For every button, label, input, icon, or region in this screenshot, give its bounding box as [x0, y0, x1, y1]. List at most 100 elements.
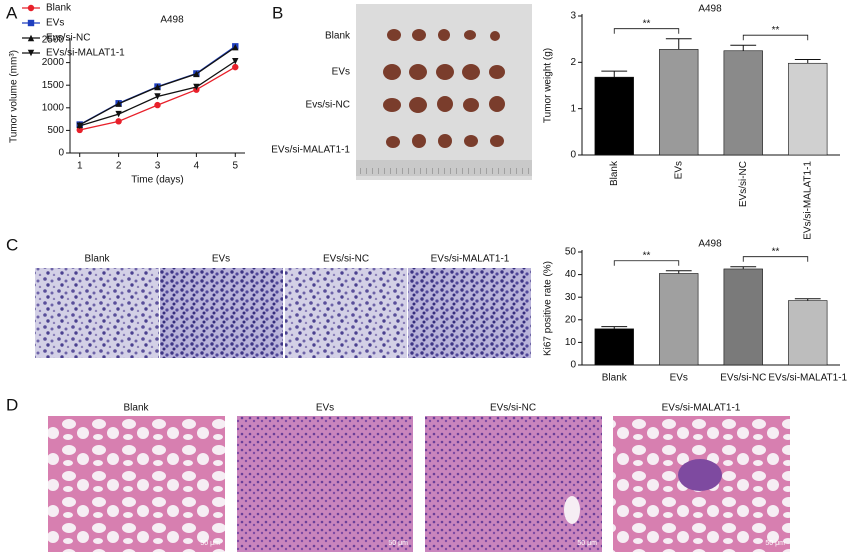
x-tick-label: EVs/si-MALAT1-1 [768, 373, 847, 384]
y-tick-label: 10 [565, 337, 577, 348]
ihc-label: EVs/si-NC [323, 254, 369, 265]
ihc-label: Blank [84, 254, 110, 265]
he-vessel [564, 496, 580, 524]
he-label: EVs/si-NC [490, 403, 536, 414]
panel-letter: C [6, 235, 18, 254]
point [154, 93, 161, 100]
bar [659, 49, 699, 156]
y-tick-label: 2000 [42, 57, 65, 68]
x-tick-label: Blank [602, 373, 628, 384]
y-tick-label: 2500 [42, 35, 65, 46]
bar [788, 62, 828, 156]
x-tick-label: Blank [609, 160, 620, 186]
chart-title: A498 [698, 4, 722, 15]
y-tick-label: 1500 [42, 80, 65, 91]
x-tick-label: EVs [670, 373, 688, 384]
y-tick-label: 1000 [42, 102, 65, 113]
x-tick-label: 3 [155, 161, 161, 172]
point [232, 44, 239, 51]
point [76, 122, 83, 130]
y-tick-label: 50 [565, 247, 577, 258]
bar [594, 328, 634, 366]
ihc-image [160, 268, 283, 358]
point [115, 118, 122, 125]
significance-bracket [742, 34, 809, 41]
y-tick-label: 500 [47, 125, 64, 136]
bar [594, 76, 634, 156]
bar [723, 50, 763, 156]
photo-label: EVs/si-MALAT1-1 [271, 145, 350, 156]
y-tick-label: 1 [570, 103, 576, 114]
ihc-image [35, 268, 159, 358]
x-tick-label: 2 [116, 161, 122, 172]
point [154, 83, 161, 91]
point [232, 63, 239, 71]
point [154, 101, 161, 109]
point [27, 4, 35, 12]
x-tick-label: 4 [194, 161, 200, 172]
point [27, 34, 35, 42]
significance-bracket [613, 260, 680, 266]
legend-label: Blank [46, 3, 72, 14]
chart-title: A498 [160, 15, 184, 26]
panel-letter: D [6, 395, 18, 414]
he-label: EVs/si-MALAT1-1 [662, 403, 741, 414]
legend-label: Evs/si-NC [46, 33, 90, 44]
scale-bar-label: 50 μm [765, 540, 785, 547]
y-tick-label: 30 [565, 292, 577, 303]
x-tick-label: EVs [673, 161, 684, 179]
point [115, 110, 122, 118]
y-tick-label: 40 [565, 269, 577, 280]
significance-label: ** [772, 246, 780, 257]
legend-label: EVs [46, 18, 64, 29]
x-axis-label: Time (days) [131, 175, 183, 186]
y-axis-label: Ki67 positive rate (%) [543, 261, 554, 356]
he-image [48, 416, 225, 552]
significance-bracket [742, 256, 809, 262]
panel-letter: A [6, 3, 18, 22]
point [27, 49, 35, 57]
photo-label: EVs [332, 67, 350, 78]
panel-letter: B [272, 3, 283, 22]
bar [723, 268, 763, 366]
he-lesion [678, 459, 722, 491]
y-tick-label: 2 [570, 57, 576, 68]
x-tick-label: EVs/si-NC [720, 373, 766, 384]
y-axis-label: Tumor volume (mm³) [9, 50, 20, 143]
scale-bar-label: 50 μm [388, 540, 408, 547]
ihc-image [408, 268, 531, 358]
point [232, 58, 239, 65]
significance-label: ** [772, 25, 780, 36]
tumors [383, 29, 505, 148]
y-tick-label: 0 [570, 150, 576, 161]
point [115, 100, 122, 107]
significance-bracket [613, 28, 680, 34]
ihc-image [285, 268, 407, 358]
point [193, 70, 200, 78]
he-label: EVs [316, 403, 334, 414]
y-tick-label: 0 [570, 360, 576, 371]
x-tick-label: EVs/si-MALAT1-1 [802, 161, 813, 240]
bar [788, 300, 828, 366]
he-image [237, 416, 413, 552]
x-tick-label: 5 [232, 161, 238, 172]
bar [659, 273, 699, 366]
chart-title: A498 [698, 239, 722, 250]
he-image [425, 416, 602, 552]
y-axis-label: Tumor weight (g) [543, 48, 554, 123]
point [193, 83, 200, 91]
significance-label: ** [643, 18, 651, 29]
x-tick-label: 1 [77, 161, 83, 172]
ruler [356, 160, 532, 176]
y-tick-label: 20 [565, 314, 577, 325]
y-tick-label: 3 [570, 11, 576, 22]
he-label: Blank [123, 403, 149, 414]
photo-label: Evs/si-NC [306, 100, 350, 111]
legend-label: EVs/si-MALAT1-1 [46, 48, 125, 59]
ihc-label: EVs/si-MALAT1-1 [431, 254, 510, 265]
point [76, 126, 83, 134]
ihc-label: EVs [212, 254, 230, 265]
photo-label: Blank [325, 31, 351, 42]
